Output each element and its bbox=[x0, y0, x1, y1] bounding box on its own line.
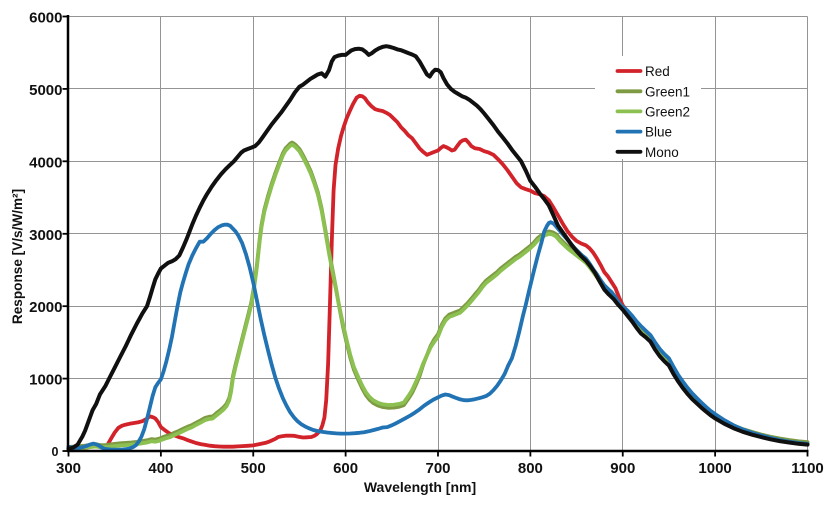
svg-text:5000: 5000 bbox=[29, 82, 62, 99]
svg-text:400: 400 bbox=[148, 460, 173, 477]
svg-text:900: 900 bbox=[610, 460, 635, 477]
svg-text:Blue: Blue bbox=[645, 125, 672, 140]
svg-text:800: 800 bbox=[518, 460, 543, 477]
svg-text:4000: 4000 bbox=[29, 154, 62, 171]
svg-text:Response [V/s/W/m²]: Response [V/s/W/m²] bbox=[10, 189, 25, 324]
svg-text:6000: 6000 bbox=[29, 10, 62, 27]
svg-text:Red: Red bbox=[645, 64, 670, 79]
svg-text:Green2: Green2 bbox=[645, 104, 690, 119]
svg-text:600: 600 bbox=[333, 460, 358, 477]
svg-text:3000: 3000 bbox=[29, 227, 62, 244]
svg-text:Green1: Green1 bbox=[645, 84, 690, 99]
svg-text:1000: 1000 bbox=[698, 460, 731, 477]
svg-text:700: 700 bbox=[425, 460, 450, 477]
svg-text:300: 300 bbox=[56, 460, 81, 477]
svg-text:Mono: Mono bbox=[645, 145, 679, 160]
svg-text:2000: 2000 bbox=[29, 299, 62, 316]
svg-text:500: 500 bbox=[241, 460, 266, 477]
svg-text:1100: 1100 bbox=[791, 460, 824, 477]
svg-text:0: 0 bbox=[52, 445, 59, 459]
svg-text:Wavelength [nm]: Wavelength [nm] bbox=[364, 479, 476, 495]
svg-text:1000: 1000 bbox=[29, 372, 62, 389]
